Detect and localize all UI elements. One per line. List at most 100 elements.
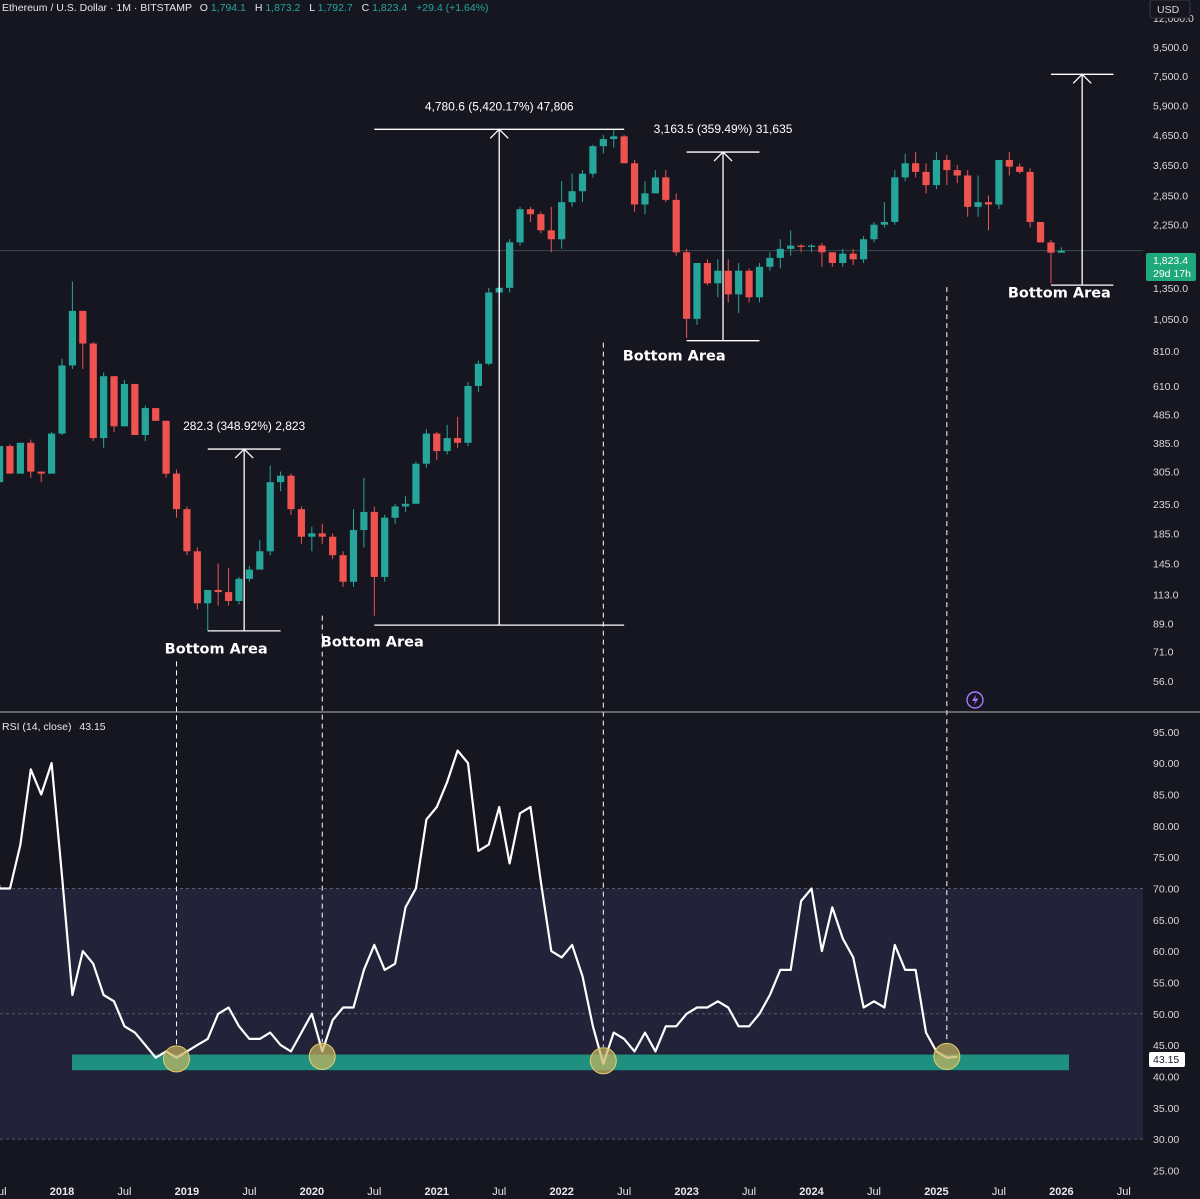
- currency-button[interactable]: [1149, 0, 1191, 19]
- candle-body: [995, 159, 1003, 205]
- candle: [745, 268, 753, 303]
- header-legend: Ethereum / U.S. Dollar · 1M · BITSTAMP O…: [2, 2, 489, 14]
- candle: [131, 383, 139, 436]
- range-annotation[interactable]: [1050, 73, 1114, 286]
- candle-body: [183, 509, 191, 552]
- candle-body: [401, 503, 410, 507]
- candle-body: [589, 146, 597, 174]
- candle-body: [1005, 159, 1013, 167]
- candle: [381, 514, 389, 582]
- rsi-legend-value: 43.15: [79, 721, 105, 733]
- rsi-tick-label: 95.00: [1153, 727, 1179, 739]
- candle: [776, 239, 784, 269]
- range-label: 3,163.5 (359.49%) 31,635: [654, 122, 793, 136]
- header-c-label: C: [362, 2, 370, 14]
- range-annotation[interactable]: 282.3 (348.92%) 2,823: [183, 419, 306, 632]
- candle: [162, 420, 170, 478]
- candle: [1057, 247, 1065, 253]
- candle: [37, 471, 45, 483]
- candle-body: [256, 551, 264, 570]
- candle-body: [162, 420, 170, 474]
- candle-body: [964, 175, 972, 207]
- candle: [547, 206, 555, 253]
- price-tick-label: 1,050.0: [1153, 314, 1188, 326]
- range-arrowhead: [489, 128, 509, 139]
- candle-body: [474, 363, 482, 386]
- candle: [193, 547, 201, 610]
- candle-body: [891, 177, 899, 222]
- candle-body: [37, 471, 45, 474]
- candle: [89, 342, 97, 442]
- candle-body: [120, 383, 129, 427]
- header-l-label: L: [309, 2, 315, 14]
- price-tick-label: 89.0: [1153, 619, 1174, 631]
- candle-body: [349, 530, 358, 582]
- candle: [329, 533, 337, 560]
- rsi-tick-label: 90.00: [1153, 758, 1179, 770]
- candle: [224, 567, 233, 606]
- candle-body: [68, 310, 77, 366]
- candle-body: [870, 224, 878, 240]
- range-label: 282.3 (348.92%) 2,823: [183, 419, 305, 433]
- currency-label: USD: [1157, 4, 1180, 16]
- candle: [152, 408, 160, 421]
- candle-body: [1016, 166, 1024, 172]
- candle-body: [506, 242, 514, 288]
- candle-body: [797, 245, 805, 247]
- candle-body: [6, 446, 14, 474]
- header-o-label: O: [200, 2, 208, 14]
- rsi-tick-label: 45.00: [1153, 1040, 1179, 1052]
- price-tick-label: 2,250.0: [1153, 220, 1188, 232]
- rsi-tick-label: 75.00: [1153, 852, 1179, 864]
- rsi-tick-label: 40.00: [1153, 1071, 1179, 1083]
- header-symbol: Ethereum / U.S. Dollar · 1M · BITSTAMP: [2, 2, 192, 14]
- x-tick-label: Jul: [117, 1186, 131, 1198]
- price-tick-label: 7,500.0: [1153, 71, 1188, 83]
- rsi-line: [0, 749, 958, 1066]
- candle: [474, 360, 482, 393]
- candle: [880, 202, 888, 228]
- range-annotation[interactable]: 3,163.5 (359.49%) 31,635: [654, 122, 793, 342]
- candle: [110, 376, 118, 433]
- x-tick-label: Jul: [742, 1186, 756, 1198]
- candle: [849, 248, 857, 266]
- candle-body: [89, 343, 97, 439]
- candle: [568, 173, 576, 207]
- candle-body: [79, 310, 87, 344]
- range-arrowhead: [1072, 73, 1092, 84]
- candle: [100, 372, 108, 448]
- candle: [703, 259, 712, 286]
- candle-body: [568, 191, 576, 203]
- candle-body: [745, 270, 753, 298]
- header-c-value: 1,823.4: [372, 2, 407, 14]
- candle-body: [558, 202, 566, 240]
- price-tick-label: 113.0: [1153, 589, 1179, 601]
- rsi-bottom-marker: [163, 1045, 191, 1073]
- candle-body: [224, 592, 233, 601]
- lightning-icon[interactable]: [966, 691, 984, 709]
- candle-body: [526, 209, 535, 215]
- price-tick-label: 1,350.0: [1153, 283, 1188, 295]
- bottom-area-label: Bottom Area: [165, 641, 268, 657]
- x-tick-label: Jul: [492, 1186, 506, 1198]
- candle: [526, 206, 535, 222]
- candle-body: [672, 199, 680, 253]
- candle: [79, 310, 87, 369]
- last-price-label: 1,823.4: [1153, 255, 1188, 267]
- candle: [683, 248, 691, 338]
- candle-body: [547, 230, 555, 240]
- range-annotation[interactable]: 4,780.6 (5,420.17%) 47,806: [374, 99, 625, 626]
- price-tick-label: 5,900.0: [1153, 101, 1188, 113]
- x-tick-label: 2025: [924, 1186, 948, 1198]
- candle-body: [912, 163, 920, 172]
- x-tick-label: 2018: [50, 1186, 74, 1198]
- price-tick-label: 610.0: [1153, 381, 1179, 393]
- candle: [401, 496, 410, 512]
- candle-body: [859, 239, 868, 260]
- rsi-legend: RSI (14, close) 43.15: [2, 721, 106, 733]
- x-tick-label: Jul: [242, 1186, 256, 1198]
- price-tick-label: 305.0: [1153, 467, 1179, 479]
- candle-body: [412, 463, 420, 504]
- candle: [297, 506, 306, 544]
